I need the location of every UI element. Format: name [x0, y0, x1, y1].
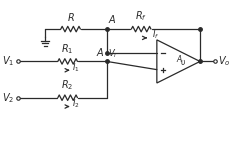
Text: $A$: $A$	[96, 45, 105, 57]
Text: $V_o$: $V_o$	[218, 55, 230, 68]
Text: $I_f$: $I_f$	[152, 29, 159, 41]
Text: $R_f$: $R_f$	[135, 9, 147, 23]
Text: $R_2$: $R_2$	[62, 78, 74, 92]
Text: A: A	[177, 55, 182, 64]
Text: $V_2$: $V_2$	[3, 91, 15, 105]
Text: υ: υ	[180, 58, 185, 67]
Text: $R_1$: $R_1$	[62, 42, 74, 56]
Text: $A$: $A$	[108, 13, 116, 25]
Text: $I_2$: $I_2$	[72, 97, 79, 110]
Text: $I_1$: $I_1$	[72, 61, 79, 74]
Text: $R$: $R$	[67, 11, 74, 23]
Text: $V_1$: $V_1$	[2, 55, 15, 68]
Text: $V_i$: $V_i$	[108, 48, 117, 60]
